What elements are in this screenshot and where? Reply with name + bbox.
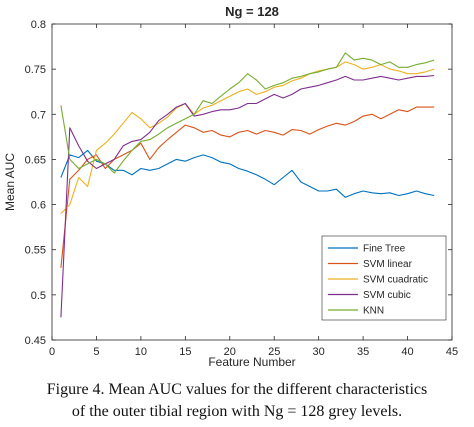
y-axis: 0.45 0.5 0.55 0.6 0.65 0.7 0.75 0.8 xyxy=(25,19,452,347)
y-tick-label: 0.75 xyxy=(25,64,46,76)
series-lines xyxy=(60,52,435,318)
x-axis: 0 5 10 15 20 25 30 35 40 45 xyxy=(49,24,458,358)
x-tick-label: 20 xyxy=(224,346,236,358)
y-axis-label: Mean AUC xyxy=(3,153,17,211)
x-tick-label: 30 xyxy=(313,346,325,358)
y-tick-label: 0.65 xyxy=(25,154,46,166)
x-tick-label: 40 xyxy=(401,346,413,358)
y-tick-label: 0.8 xyxy=(31,19,46,31)
caption-line-1: Figure 4. Mean AUC values for the differ… xyxy=(46,381,428,398)
legend-label: KNN xyxy=(363,306,384,317)
chart-title: Ng = 128 xyxy=(225,4,279,19)
series-line-knn xyxy=(60,52,435,174)
series-line-svm-cubic xyxy=(60,74,435,318)
x-tick-label: 45 xyxy=(446,346,458,358)
series-line-svm-cuadratic xyxy=(60,61,435,214)
x-tick-label: 5 xyxy=(93,346,99,358)
y-tick-label: 0.5 xyxy=(31,290,46,302)
y-tick-label: 0.7 xyxy=(31,109,46,121)
x-tick-label: 15 xyxy=(179,346,191,358)
figure-caption: Figure 4. Mean AUC values for the differ… xyxy=(0,379,474,423)
legend-label: SVM cuadratic xyxy=(363,275,428,286)
x-axis-label: Feature Number xyxy=(208,355,295,369)
legend-label: Fine Tree xyxy=(363,244,406,255)
line-chart: Ng = 128 0.45 0.5 0.55 0.6 0.65 0.7 0.75 0.8 0 5… xyxy=(3,4,458,369)
legend-box xyxy=(321,235,447,321)
x-tick-label: 10 xyxy=(135,346,147,358)
x-tick-label: 0 xyxy=(49,346,55,358)
y-tick-label: 0.6 xyxy=(31,200,46,212)
series-line-svm-linear xyxy=(60,106,435,268)
x-tick-label: 25 xyxy=(268,346,280,358)
legend-label: SVM cubic xyxy=(363,290,411,301)
series-line-fine-tree xyxy=(60,149,435,198)
y-tick-label: 0.45 xyxy=(25,335,46,347)
x-tick-label: 35 xyxy=(357,346,369,358)
legend-label: SVM linear xyxy=(363,259,413,270)
y-tick-label: 0.55 xyxy=(25,245,46,257)
legend: Fine Tree SVM linear SVM cuadratic SVM cubi… xyxy=(321,235,447,321)
caption-line-2: of the outer tibial region with Ng = 128… xyxy=(71,403,403,420)
